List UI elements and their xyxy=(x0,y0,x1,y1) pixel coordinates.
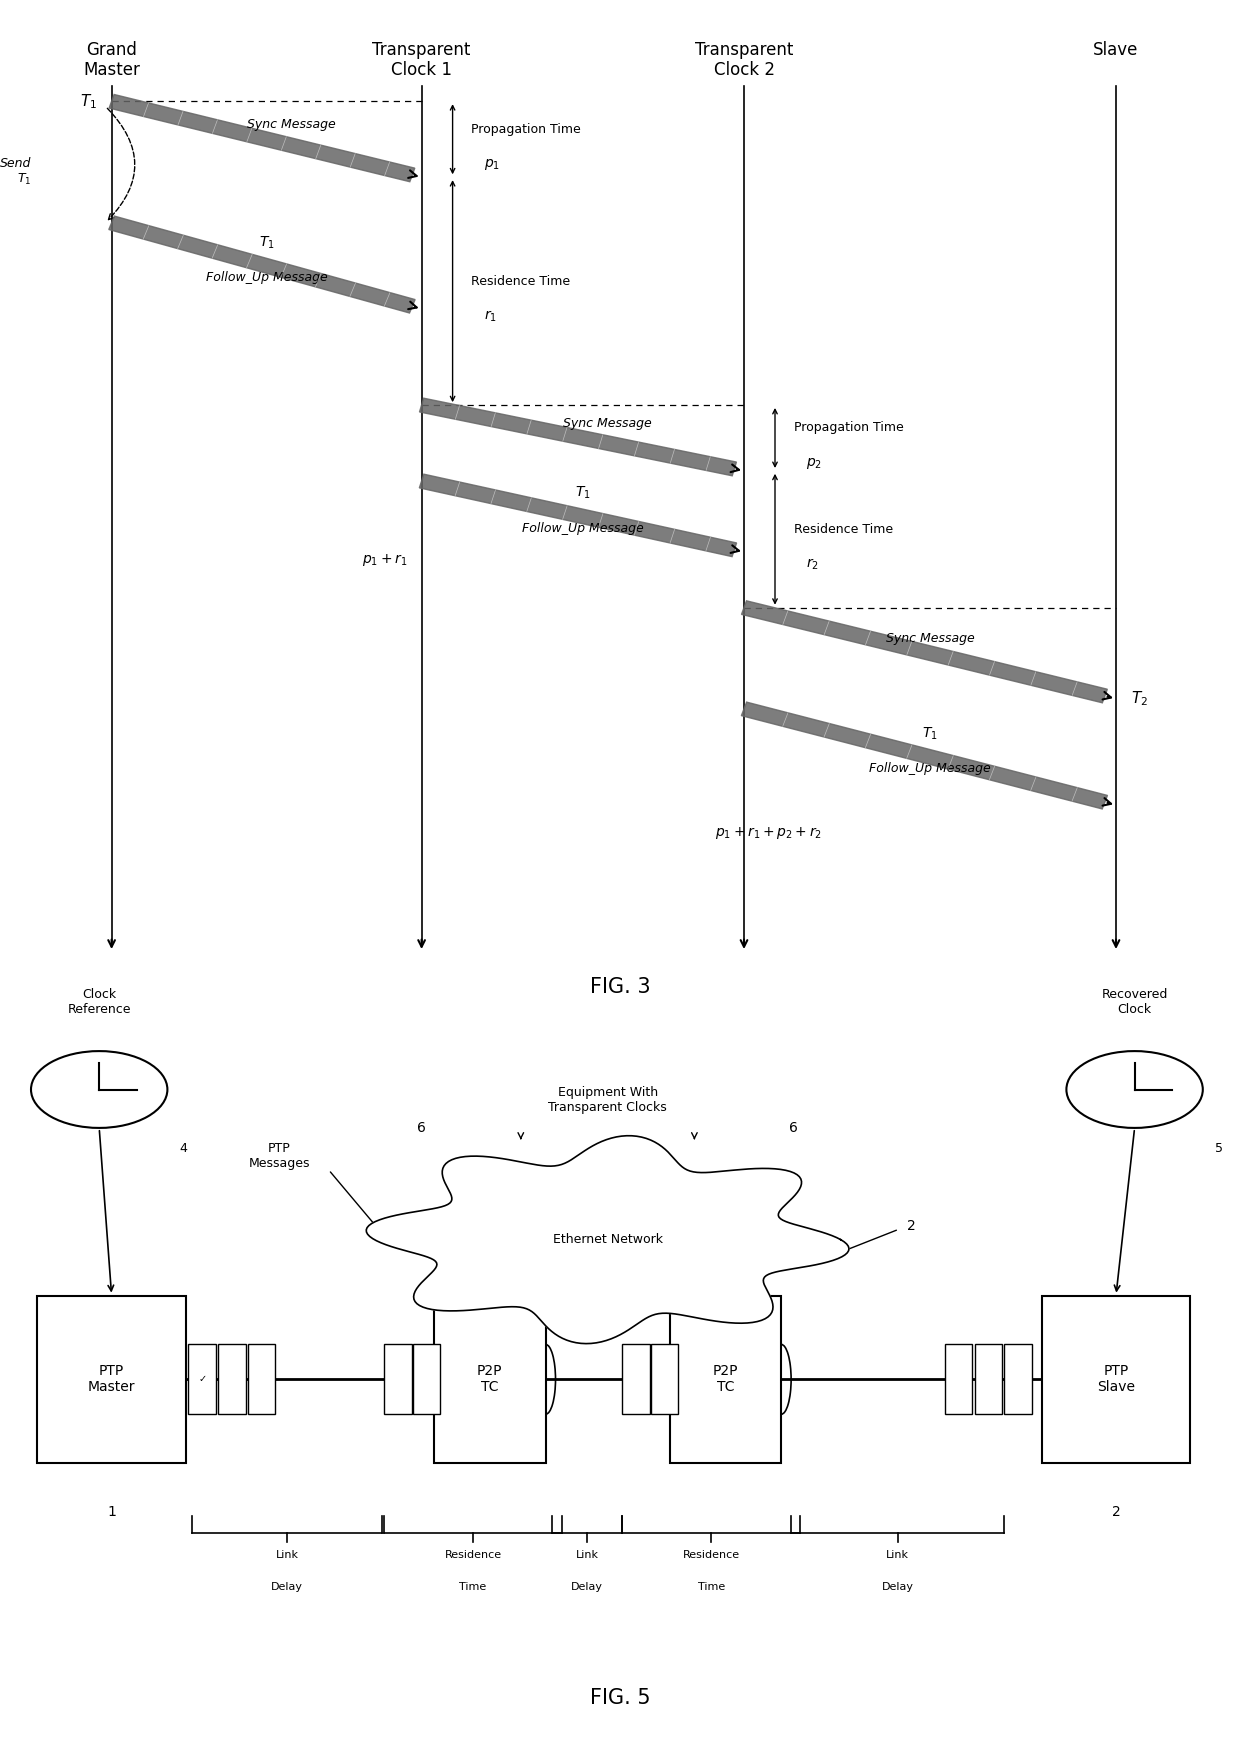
Bar xyxy=(1004,1344,1032,1414)
Bar xyxy=(622,1344,650,1414)
Bar xyxy=(651,1344,678,1414)
Text: Sync Message: Sync Message xyxy=(563,417,652,430)
Text: 4: 4 xyxy=(180,1142,187,1154)
Text: Follow_Up Message: Follow_Up Message xyxy=(869,761,991,775)
Text: Link: Link xyxy=(575,1550,599,1561)
Text: 2: 2 xyxy=(906,1219,916,1233)
Text: Transparent
Clock 1: Transparent Clock 1 xyxy=(372,40,471,79)
Text: 6: 6 xyxy=(789,1121,799,1135)
Bar xyxy=(384,1344,412,1414)
Text: Time: Time xyxy=(460,1582,486,1592)
Text: Residence: Residence xyxy=(444,1550,502,1561)
Text: ✓: ✓ xyxy=(198,1374,206,1385)
Bar xyxy=(248,1344,275,1414)
Bar xyxy=(975,1344,1002,1414)
Text: $r_1$: $r_1$ xyxy=(484,309,496,325)
Text: $T_1$: $T_1$ xyxy=(79,93,97,110)
Text: Recovered
Clock: Recovered Clock xyxy=(1101,988,1168,1016)
Bar xyxy=(37,1296,186,1463)
Text: P2P
TC: P2P TC xyxy=(713,1364,738,1395)
Text: Equipment With
Transparent Clocks: Equipment With Transparent Clocks xyxy=(548,1086,667,1114)
Text: Sync Message: Sync Message xyxy=(885,632,975,644)
Text: 2: 2 xyxy=(1111,1505,1121,1519)
Text: Transparent
Clock 2: Transparent Clock 2 xyxy=(694,40,794,79)
Text: PTP
Slave: PTP Slave xyxy=(1097,1364,1135,1395)
Polygon shape xyxy=(109,217,415,313)
Text: Propagation Time: Propagation Time xyxy=(471,122,582,136)
Polygon shape xyxy=(742,601,1107,704)
Text: Delay: Delay xyxy=(572,1582,603,1592)
Text: $p_1 + r_1$: $p_1 + r_1$ xyxy=(362,552,408,567)
Text: Residence Time: Residence Time xyxy=(794,522,893,536)
Bar xyxy=(413,1344,440,1414)
Text: FIG. 5: FIG. 5 xyxy=(590,1688,650,1708)
Text: Residence: Residence xyxy=(682,1550,740,1561)
Text: $p_1 + r_1 + p_2 + r_2$: $p_1 + r_1 + p_2 + r_2$ xyxy=(715,826,822,842)
Polygon shape xyxy=(742,702,1107,808)
Text: $T_2$: $T_2$ xyxy=(1131,690,1148,709)
Text: Clock
Reference: Clock Reference xyxy=(67,988,131,1016)
Bar xyxy=(434,1296,546,1463)
Bar xyxy=(670,1296,781,1463)
Text: $p_2$: $p_2$ xyxy=(806,456,822,471)
Text: Delay: Delay xyxy=(272,1582,303,1592)
Text: 5: 5 xyxy=(1215,1142,1223,1154)
Text: $T_1$: $T_1$ xyxy=(259,234,274,251)
Text: Delay: Delay xyxy=(882,1582,914,1592)
Bar xyxy=(188,1344,216,1414)
Text: $T_1$: $T_1$ xyxy=(923,725,937,742)
Text: P2P
TC: P2P TC xyxy=(477,1364,502,1395)
Polygon shape xyxy=(109,94,415,182)
Text: Follow_Up Message: Follow_Up Message xyxy=(522,522,644,534)
Text: 1: 1 xyxy=(107,1505,117,1519)
Text: Link: Link xyxy=(275,1550,299,1561)
Text: Grand
Master: Grand Master xyxy=(83,40,140,79)
Text: 6: 6 xyxy=(417,1121,427,1135)
Text: Sync Message: Sync Message xyxy=(247,119,336,131)
Bar xyxy=(1042,1296,1190,1463)
Text: $r_2$: $r_2$ xyxy=(806,557,818,573)
Text: Link: Link xyxy=(887,1550,909,1561)
Text: Slave: Slave xyxy=(1094,40,1138,59)
Polygon shape xyxy=(419,398,737,477)
Text: PTP
Master: PTP Master xyxy=(88,1364,135,1395)
Text: Ethernet Network: Ethernet Network xyxy=(553,1233,662,1247)
Polygon shape xyxy=(366,1135,849,1344)
Bar xyxy=(945,1344,972,1414)
Text: Follow_Up Message: Follow_Up Message xyxy=(206,271,327,285)
Text: Propagation Time: Propagation Time xyxy=(794,421,904,435)
Text: $T_1$: $T_1$ xyxy=(575,485,590,501)
Text: PTP
Messages: PTP Messages xyxy=(248,1142,310,1170)
Text: Send
$T_1$: Send $T_1$ xyxy=(0,157,31,187)
Polygon shape xyxy=(419,475,737,557)
Bar xyxy=(218,1344,246,1414)
Text: $p_1$: $p_1$ xyxy=(484,157,500,173)
Text: FIG. 3: FIG. 3 xyxy=(590,978,650,997)
Text: Residence Time: Residence Time xyxy=(471,274,570,288)
Text: Time: Time xyxy=(698,1582,724,1592)
